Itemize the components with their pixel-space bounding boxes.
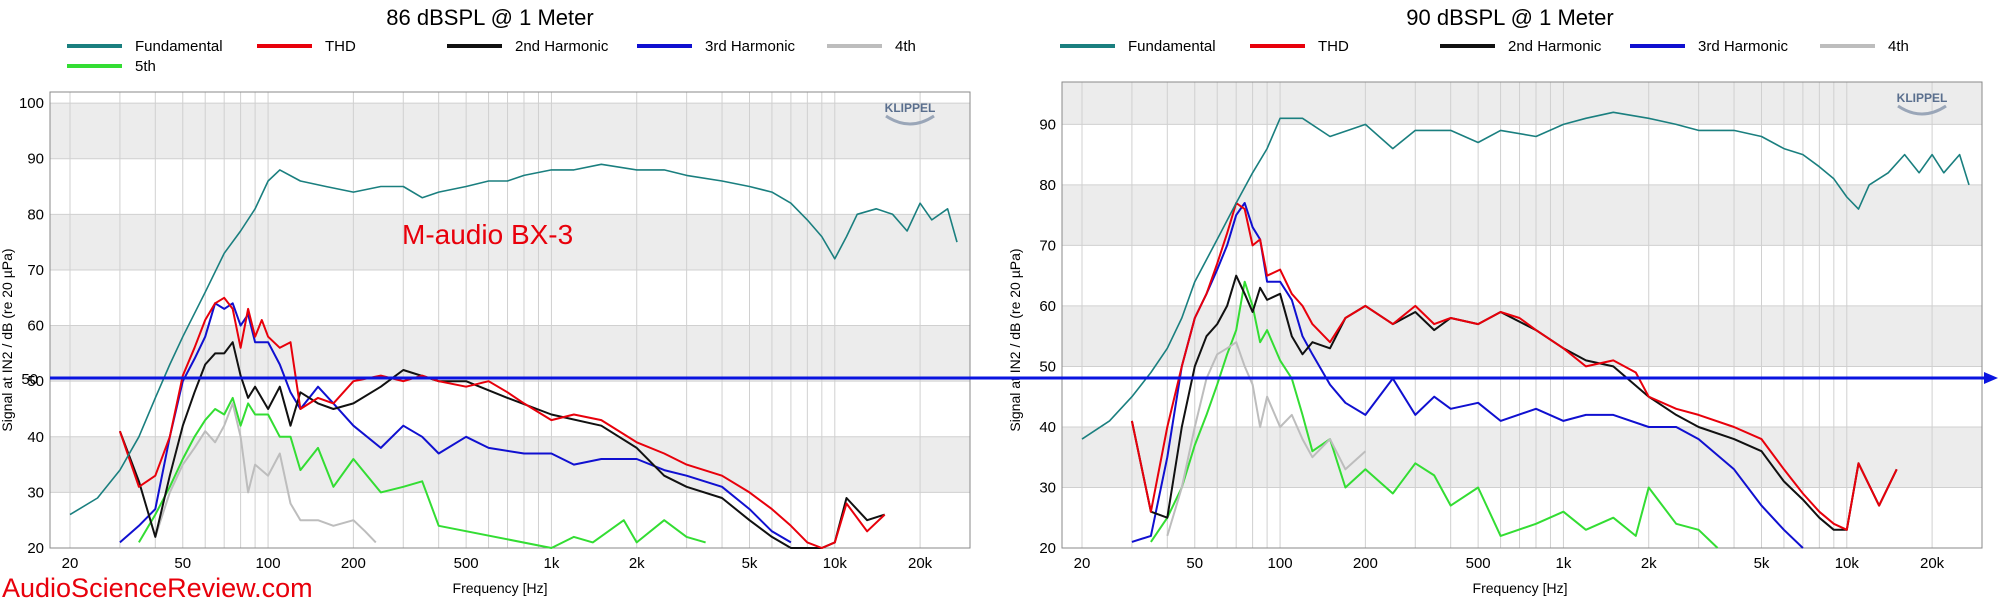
x-tick-label: 200	[341, 555, 366, 572]
legend-item-h5: 5th	[67, 58, 156, 75]
x-tick-label: 20k	[908, 555, 933, 572]
series-line-h5	[1150, 280, 1719, 549]
y-tick-label: 90	[1039, 116, 1056, 133]
x-tick-label: 2k	[1641, 555, 1657, 572]
series-line-h4	[1166, 341, 1367, 537]
x-tick-label: 20	[1074, 555, 1091, 572]
legend-item-h3: 3rd Harmonic	[1630, 38, 1789, 55]
y-tick-label: 40	[1039, 419, 1056, 436]
chart-title-right: 90 dBSPL @ 1 Meter	[1406, 5, 1613, 30]
x-tick-label: 500	[1466, 555, 1491, 572]
legend-left: Fundamental THD 2nd Harmonic 3rd Harmonic 4t…	[67, 38, 916, 75]
legend-right: Fundamental THD 2nd Harmonic 3rd Harmonic 4t…	[1060, 38, 1909, 55]
series-line-h5	[138, 396, 706, 549]
watermark-audiosciencereview: AudioScienceReview.com	[2, 573, 313, 600]
klippel-logo-text: KLIPPEL	[885, 101, 936, 115]
x-tick-label: 500	[454, 555, 479, 572]
legend-label-h2: 2nd Harmonic	[1508, 38, 1602, 55]
y-tick-label: 100	[19, 95, 44, 112]
legend-item-h4: 4th	[827, 38, 916, 55]
plot-area-right: 20 30 40 50 60 70 80 90 20 50 100 200 500 1k 2k 5k 10k 20…	[1039, 81, 1983, 572]
x-tick-label: 10k	[1835, 555, 1860, 572]
y-tick-label: 90	[27, 151, 44, 168]
y-tick-label: 30	[1039, 479, 1056, 496]
klippel-logo: KLIPPEL	[1897, 91, 1948, 116]
blue-reference-line: 50	[21, 371, 1998, 388]
legend-label-thd: THD	[1318, 38, 1349, 55]
y-tick-label: 20	[1039, 540, 1056, 557]
series-line-h2	[118, 341, 886, 549]
y-tick-label: 50	[27, 373, 44, 390]
chart-title-left: 86 dBSPL @ 1 Meter	[386, 5, 593, 30]
y-tick-label: 60	[27, 318, 44, 335]
klippel-logo-text: KLIPPEL	[1897, 91, 1948, 105]
legend-label-fundamental: Fundamental	[1128, 38, 1216, 55]
series-line-h2	[1130, 274, 1898, 531]
series-line-h4	[154, 402, 377, 544]
legend-item-h2: 2nd Harmonic	[447, 38, 609, 55]
legend-label-h2: 2nd Harmonic	[515, 38, 609, 55]
series-line-fundamental	[1081, 111, 1970, 440]
x-tick-label: 100	[256, 555, 281, 572]
y-axis-label-left: Signal at IN2 / dB (re 20 µPa)	[0, 248, 15, 431]
y-tick-label: 60	[1039, 298, 1056, 315]
x-tick-label: 50	[1186, 555, 1203, 572]
legend-label-fundamental: Fundamental	[135, 38, 223, 55]
x-tick-label: 200	[1353, 555, 1378, 572]
y-tick-label: 80	[1039, 177, 1056, 194]
y-tick-label: 70	[1039, 237, 1056, 254]
x-tick-label: 1k	[544, 555, 560, 572]
plot-area-left: 20 30 40 50 60 70 80 90 100 20 50 100 200 500 1k 2k 5k 10…	[19, 91, 971, 572]
blue-line-label: 50	[21, 371, 38, 388]
series-line-fundamental	[69, 163, 958, 516]
legend-item-h3: 3rd Harmonic	[637, 38, 796, 55]
legend-label-h4: 4th	[895, 38, 916, 55]
y-tick-label: 80	[27, 206, 44, 223]
x-tick-label: 20k	[1920, 555, 1945, 572]
legend-item-fundamental: Fundamental	[67, 38, 223, 55]
legend-label-h5: 5th	[135, 58, 156, 75]
legend-item-h2: 2nd Harmonic	[1440, 38, 1602, 55]
x-tick-label: 2k	[629, 555, 645, 572]
x-tick-label: 100	[1268, 555, 1293, 572]
legend-item-thd: THD	[1250, 38, 1349, 55]
series-line-h3	[1131, 202, 1804, 549]
y-tick-label: 70	[27, 262, 44, 279]
legend-label-thd: THD	[325, 38, 356, 55]
legend-label-h3: 3rd Harmonic	[1698, 38, 1789, 55]
legend-item-thd: THD	[257, 38, 356, 55]
x-axis-label-right: Frequency [Hz]	[1473, 580, 1568, 596]
y-tick-label: 40	[27, 429, 44, 446]
series-line-thd	[1130, 202, 1898, 531]
y-tick-label: 50	[1039, 358, 1056, 375]
y-tick-label: 20	[27, 540, 44, 557]
annotation-m-audio-bx-3: M-audio BX-3	[402, 219, 573, 250]
x-tick-label: 5k	[1754, 555, 1770, 572]
legend-item-fundamental: Fundamental	[1060, 38, 1216, 55]
x-tick-label: 10k	[823, 555, 848, 572]
x-tick-label: 5k	[742, 555, 758, 572]
legend-label-h4: 4th	[1888, 38, 1909, 55]
y-tick-label: 30	[27, 484, 44, 501]
x-tick-label: 1k	[1556, 555, 1572, 572]
x-tick-label: 50	[174, 555, 191, 572]
series-line-thd	[118, 296, 886, 549]
x-tick-label: 20	[62, 555, 79, 572]
klippel-logo: KLIPPEL	[885, 101, 936, 126]
x-axis-label-left: Frequency [Hz]	[453, 580, 548, 596]
legend-item-h4: 4th	[1820, 38, 1909, 55]
y-axis-label-right: Signal at IN2 / dB (re 20 µPa)	[1007, 248, 1023, 431]
legend-label-h3: 3rd Harmonic	[705, 38, 796, 55]
